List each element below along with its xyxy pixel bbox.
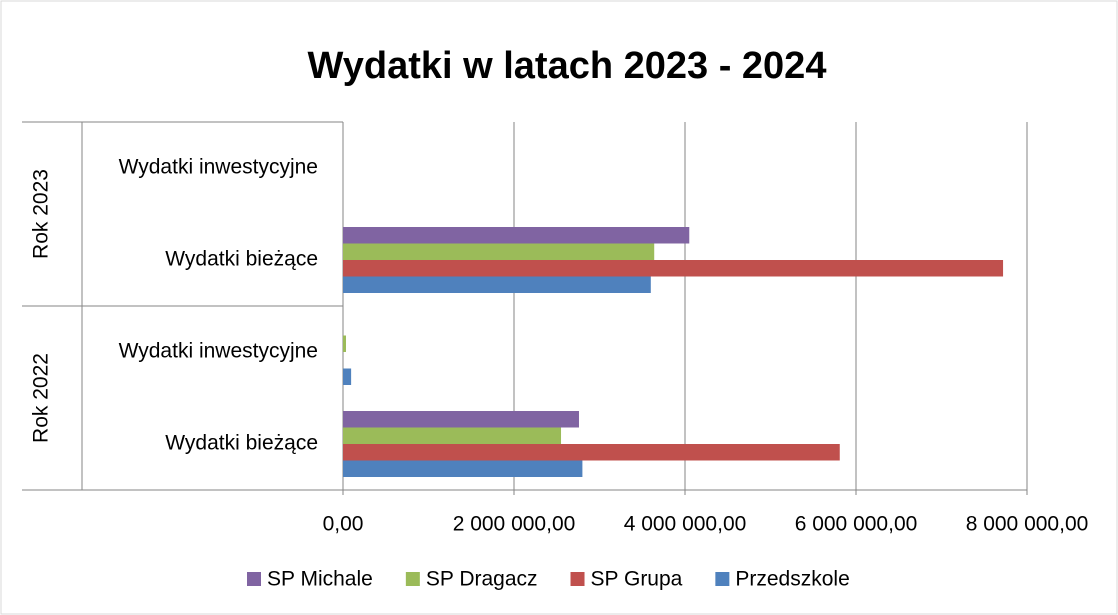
bar <box>343 260 1004 277</box>
y-tick-label: Wydatki inwestycyjne <box>119 340 318 363</box>
bar <box>343 335 346 352</box>
y-tick-label: Wydatki bieżące <box>165 432 318 455</box>
bar <box>343 427 562 444</box>
legend-label: Przedszkole <box>735 568 849 591</box>
legend-swatch <box>570 572 585 586</box>
bar <box>343 227 690 244</box>
y-tick-label: Wydatki bieżące <box>165 248 318 271</box>
bar <box>343 460 583 477</box>
x-tick-label: 6 000 000,00 <box>795 513 918 536</box>
bar <box>343 243 655 260</box>
bar <box>343 444 840 461</box>
x-tick-label: 4 000 000,00 <box>624 513 747 536</box>
bar <box>343 368 352 385</box>
group-label: Rok 2023 <box>30 169 53 259</box>
bar <box>343 276 651 293</box>
x-tick-label: 0,00 <box>323 513 364 536</box>
legend-swatch <box>405 572 420 586</box>
legend-label: SP Michale <box>267 568 373 591</box>
y-tick-label: Wydatki inwestycyjne <box>119 156 318 179</box>
group-label: Rok 2022 <box>30 353 53 443</box>
legend-swatch <box>715 572 730 586</box>
legend-label: SP Dragacz <box>426 568 538 591</box>
x-tick-label: 8 000 000,00 <box>966 513 1089 536</box>
chart-title: Wydatki w latach 2023 - 2024 <box>308 45 827 87</box>
x-tick-label: 2 000 000,00 <box>453 513 576 536</box>
legend-label: SP Grupa <box>591 568 683 591</box>
legend-swatch <box>247 572 261 586</box>
bar <box>343 411 579 428</box>
